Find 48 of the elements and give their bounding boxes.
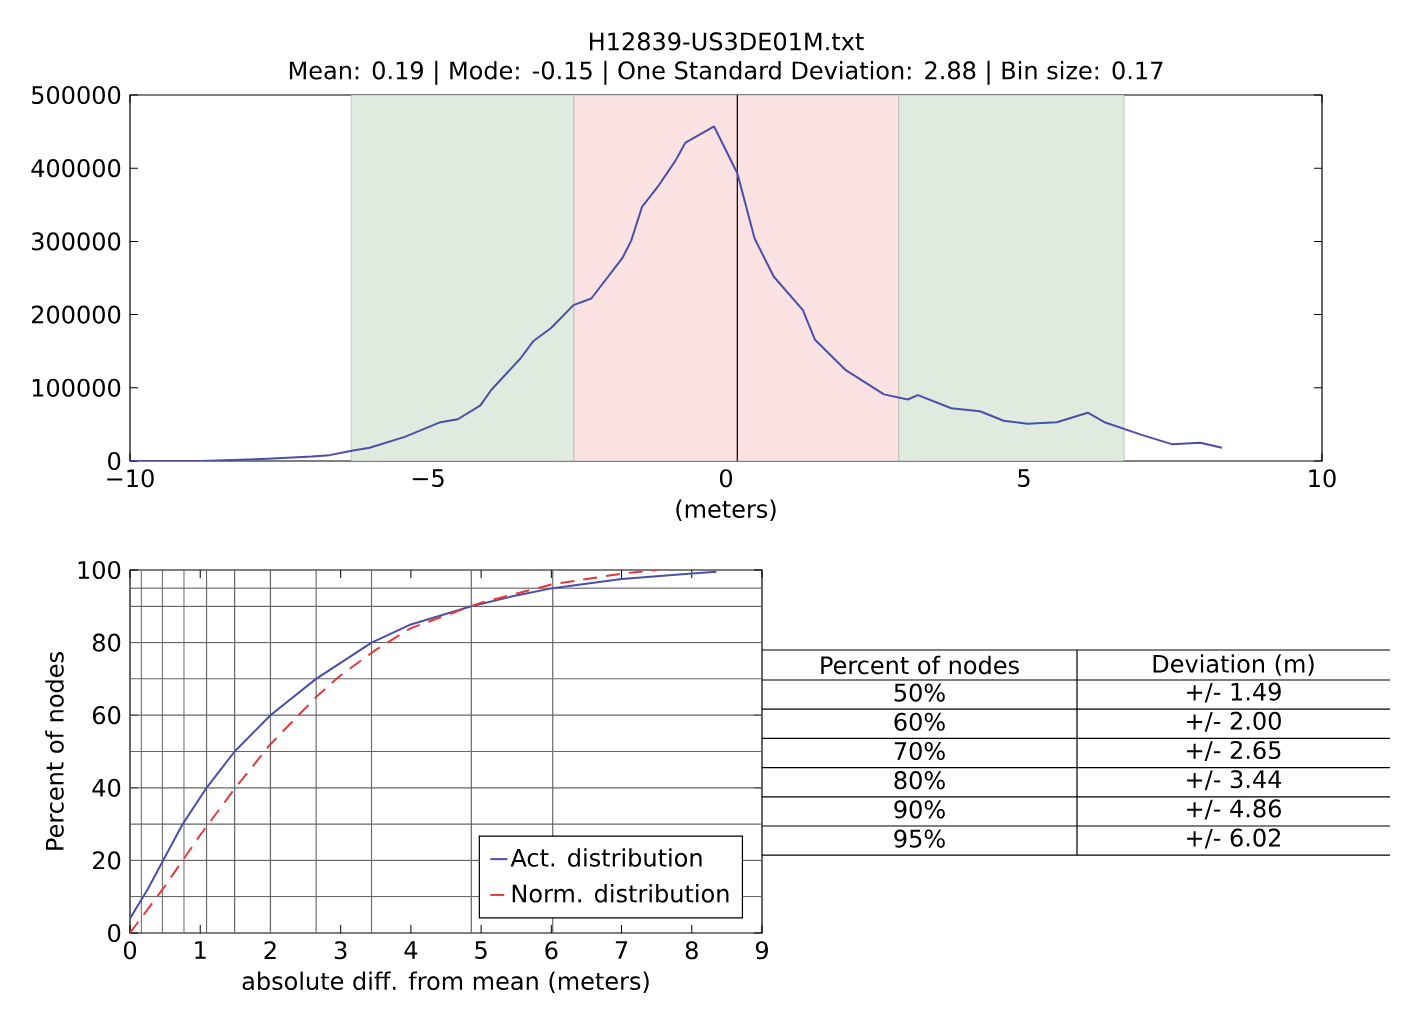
legend-label: Norm. distribution — [512, 884, 729, 903]
x-tick-label: 10 — [1309, 469, 1336, 488]
category-label: 70% — [894, 741, 945, 761]
text: Percent of nodes — [821, 655, 1019, 675]
y-tick-label: 20 — [93, 851, 121, 870]
y-tick-label: 300000 — [32, 232, 121, 251]
x-axis-title: (meters) — [676, 499, 776, 521]
x-tick-label: 0 — [719, 469, 733, 488]
x-axis-title: absolute diff. from mean (meters) — [242, 971, 649, 993]
y-tick-label: 0 — [108, 923, 121, 943]
y-tick-label: 80 — [92, 633, 121, 652]
chart-subtitle: Mean: 0.19 | Mode: -0.15 | One Standard Deviation: 2.88 | Bin size: 0.17 — [289, 60, 1163, 85]
category-label: 80% — [894, 771, 945, 790]
x-tick-label: 5 — [475, 941, 487, 960]
x-tick-label: 9 — [755, 941, 768, 960]
x-tick-label: 8 — [685, 941, 698, 960]
category-label: 60% — [894, 712, 945, 731]
x-tick-label: 1 — [195, 941, 206, 959]
x-tick-label: −10 — [107, 469, 154, 488]
y-tick-label: 200000 — [31, 305, 121, 324]
category-label: 90% — [894, 800, 945, 819]
text: +/- 3.44 — [1187, 770, 1282, 791]
x-tick-label: 6 — [545, 941, 558, 960]
y-tick-label: 60 — [92, 706, 121, 725]
chart-title: H12839-US3DE01M.txt — [590, 32, 864, 51]
text: +/- 6.02 — [1187, 828, 1281, 849]
y-axis-title: Percent of nodes — [45, 652, 64, 850]
x-tick-label: 7 — [615, 941, 628, 959]
text: +/- 2.65 — [1187, 740, 1281, 761]
text: +/- 2.00 — [1187, 711, 1281, 732]
legend-label: Act. distribution — [510, 848, 702, 867]
y-tick-label: 500000 — [32, 85, 121, 105]
x-tick-label: 5 — [1018, 469, 1030, 488]
category-label: 50% — [894, 683, 945, 702]
x-tick-label: 2 — [264, 941, 276, 959]
x-tick-label: 4 — [404, 941, 418, 959]
text: +/- 1.49 — [1187, 682, 1281, 703]
x-tick-label: 3 — [334, 941, 347, 960]
text: Deviation (m) — [1153, 654, 1314, 676]
x-tick-label: 0 — [123, 941, 137, 960]
y-tick-label: 100 — [78, 560, 121, 580]
x-tick-label: −5 — [412, 469, 444, 488]
y-tick-label: 400000 — [31, 159, 121, 178]
y-tick-label: 100000 — [32, 378, 121, 397]
category-label: 95% — [894, 829, 945, 848]
text: +/- 4.86 — [1187, 799, 1281, 820]
y-tick-label: 0 — [108, 451, 121, 471]
y-tick-label: 40 — [92, 778, 121, 797]
